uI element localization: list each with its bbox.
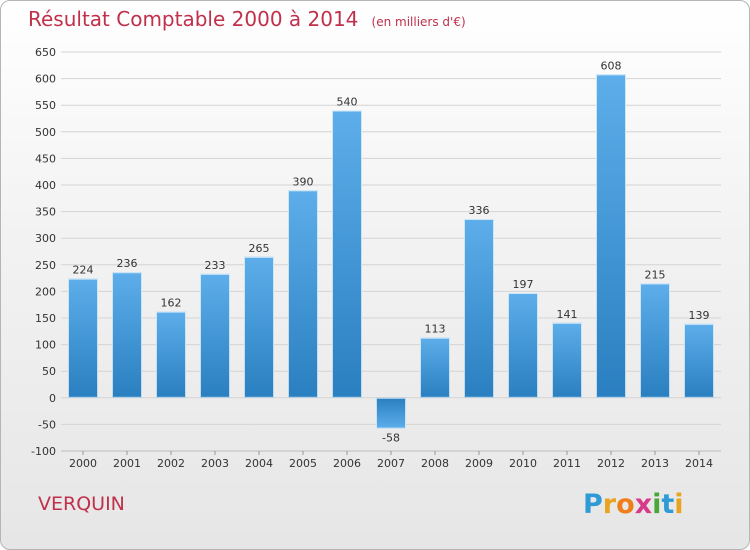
y-tick-label: 600 <box>35 73 56 86</box>
y-tick-label: -100 <box>31 445 56 458</box>
y-tick-label: 100 <box>35 339 56 352</box>
bar-2001 <box>112 272 142 398</box>
y-tick-label: 550 <box>35 99 56 112</box>
logo-letter: i <box>674 489 684 520</box>
x-tick-label: 2011 <box>553 457 581 470</box>
bar-outline <box>112 272 142 398</box>
y-tick-label: 150 <box>35 312 56 325</box>
x-tick-label: 2005 <box>289 457 317 470</box>
bar-outline <box>464 219 494 398</box>
y-tick-label: 50 <box>42 365 56 378</box>
data-label: 113 <box>425 323 446 336</box>
x-tick-label: 2004 <box>245 457 273 470</box>
label-layer: -100 -50 0 50 100 150 200 250 300 350 400 450 500 550… <box>31 46 713 470</box>
x-tick-label: 2014 <box>685 457 713 470</box>
bar-outline <box>288 190 318 398</box>
logo-letter: o <box>616 489 635 520</box>
x-tick-label: 2001 <box>113 457 141 470</box>
x-tick-label: 2007 <box>377 457 405 470</box>
bar-outline <box>376 397 406 429</box>
data-label: 233 <box>205 259 226 272</box>
x-tick-label: 2010 <box>509 457 537 470</box>
x-tick-label: 2012 <box>597 457 625 470</box>
bar-outline <box>156 311 186 398</box>
x-tick-label: 2000 <box>69 457 97 470</box>
x-tick-label: 2009 <box>465 457 493 470</box>
bar-2012 <box>596 74 626 398</box>
bar-layer <box>68 74 714 429</box>
data-label: 224 <box>73 264 94 277</box>
bar-outline <box>508 292 538 398</box>
logo-letter: t <box>661 489 675 520</box>
bar-outline <box>244 256 274 398</box>
bar-outline <box>684 323 714 398</box>
data-label: 390 <box>293 175 314 188</box>
bar-2005 <box>288 190 318 398</box>
bar-2002 <box>156 311 186 398</box>
bar-2004 <box>244 256 274 398</box>
bar-2014 <box>684 323 714 398</box>
data-label: 540 <box>337 96 358 109</box>
y-tick-label: 350 <box>35 206 56 219</box>
logo-letter: P <box>583 489 603 520</box>
y-tick-label: 400 <box>35 179 56 192</box>
data-label: 608 <box>601 59 622 72</box>
bar-2006 <box>332 110 362 398</box>
x-tick-label: 2008 <box>421 457 449 470</box>
data-label: 162 <box>161 297 182 310</box>
data-label: 139 <box>689 309 710 322</box>
bar-2008 <box>420 337 450 398</box>
bar-2010 <box>508 292 538 398</box>
chart-title-text: Résultat Comptable 2000 à 2014 <box>28 7 359 31</box>
logo-letter: x <box>634 489 653 520</box>
bar-outline <box>68 278 98 398</box>
bar-2009 <box>464 219 494 398</box>
chart-title: Résultat Comptable 2000 à 2014 (en milli… <box>28 7 466 31</box>
bar-outline <box>640 283 670 398</box>
bar-outline <box>200 273 230 398</box>
y-tick-label: 500 <box>35 126 56 139</box>
bar-2000 <box>68 278 98 398</box>
data-label: 265 <box>249 242 270 255</box>
bar-outline <box>552 322 582 398</box>
chart-subtitle: (en milliers d'€) <box>371 15 466 29</box>
bar-2003 <box>200 273 230 398</box>
y-tick-label: 200 <box>35 285 56 298</box>
x-tick-label: 2002 <box>157 457 185 470</box>
y-tick-label: 300 <box>35 232 56 245</box>
bar-outline <box>332 110 362 398</box>
y-tick-label: 0 <box>49 392 56 405</box>
data-label: 141 <box>557 308 578 321</box>
data-label: 336 <box>469 204 490 217</box>
logo-letter: i <box>652 489 662 520</box>
data-label: 215 <box>645 268 666 281</box>
x-tick-label: 2006 <box>333 457 361 470</box>
y-tick-label: 450 <box>35 152 56 165</box>
bar-2007 <box>376 397 406 429</box>
x-tick-label: 2013 <box>641 457 669 470</box>
bar-outline <box>596 74 626 398</box>
data-label: 197 <box>513 278 534 291</box>
logo-letter: r <box>602 489 617 520</box>
commune-name: VERQUIN <box>38 493 125 515</box>
x-tick-label: 2003 <box>201 457 229 470</box>
data-label: -58 <box>382 432 400 445</box>
bar-2013 <box>640 283 670 398</box>
bar-2011 <box>552 322 582 398</box>
y-tick-label: 650 <box>35 46 56 59</box>
data-label: 236 <box>117 257 138 270</box>
y-tick-label: -50 <box>38 418 56 431</box>
y-tick-label: 250 <box>35 259 56 272</box>
bar-outline <box>420 337 450 398</box>
proxiti-logo: Proxiti <box>583 489 684 520</box>
